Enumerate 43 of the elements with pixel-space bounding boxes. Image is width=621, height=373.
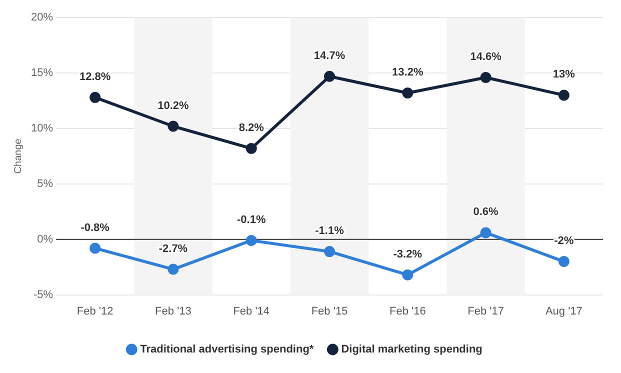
data-label: 0.6% (473, 206, 499, 218)
x-tick-label: Feb '15 (311, 305, 348, 318)
point (324, 246, 336, 258)
point (90, 242, 101, 254)
x-tick-label: Feb '13 (155, 305, 192, 318)
data-label: 10.2% (158, 100, 190, 112)
y-axis-title: Change (12, 138, 24, 174)
point (168, 120, 179, 132)
x-tick-label: Feb '14 (233, 305, 270, 318)
legend-label: Digital marketing spending (341, 344, 482, 356)
data-label: 12.8% (79, 70, 111, 83)
point (246, 234, 257, 246)
data-label: 8.2% (238, 122, 264, 134)
legend-label: Traditional advertising spending* (140, 344, 314, 356)
y-tick-label: 10% (30, 122, 54, 135)
point (558, 90, 570, 101)
data-label: -0.8% (80, 222, 110, 234)
y-tick-label: 15% (30, 67, 54, 80)
point (402, 88, 414, 98)
y-tick-label: 0% (37, 233, 54, 246)
data-label: 13.2% (392, 66, 424, 79)
x-tick-label: Feb '16 (389, 305, 426, 318)
data-label: -3.2% (393, 248, 422, 260)
point (168, 264, 179, 275)
x-tick-label: Feb '12 (76, 305, 114, 318)
data-label: -1.1% (315, 225, 344, 238)
data-label: 14.7% (314, 50, 346, 62)
y-tick-label: 5% (37, 178, 54, 190)
data-label: 13% (552, 68, 576, 81)
point (480, 72, 492, 83)
x-tick-label: Aug '17 (545, 305, 582, 318)
point (246, 142, 257, 154)
data-label: -2.7% (158, 242, 188, 255)
point (90, 92, 101, 103)
point (402, 269, 414, 280)
y-tick-label: 20% (30, 12, 54, 24)
y-tick-label: -5% (33, 288, 54, 301)
point (324, 70, 336, 82)
data-label: 14.6% (470, 51, 502, 64)
point (480, 227, 492, 238)
point (558, 256, 570, 268)
x-tick-label: Feb '17 (468, 305, 504, 318)
data-label: -0.1% (236, 214, 266, 226)
